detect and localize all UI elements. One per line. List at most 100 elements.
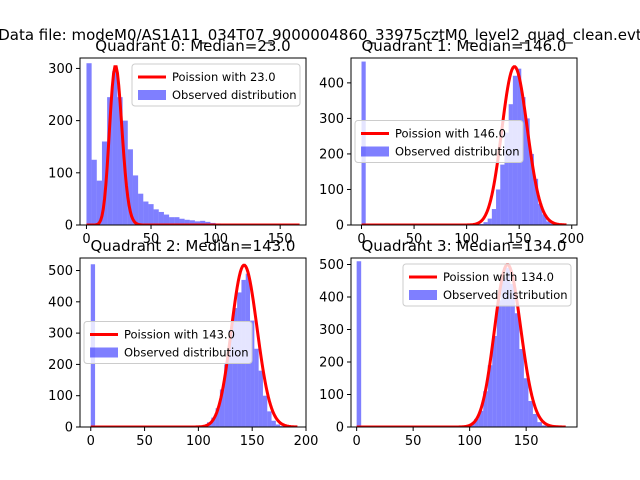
histogram-bar: [521, 97, 526, 225]
panel-title: Quadrant 0: Median=23.0: [95, 37, 290, 55]
x-tick-label: 0: [353, 434, 361, 449]
histogram-bar: [496, 300, 502, 427]
y-tick-label: 300: [319, 323, 344, 338]
legend: Poission with 134.0 Observed distribution: [402, 263, 572, 307]
poisson-curve: [86, 65, 300, 225]
histogram-bar: [262, 395, 268, 427]
histogram-bar: [158, 211, 164, 225]
panel-quadrant-3: 0 50 100 150 0 100 200 300 400 500 Quadrant 3: Med…: [319, 237, 578, 449]
y-tick-label: 500: [48, 264, 73, 279]
y-tick-label: 200: [319, 147, 344, 162]
histogram-bar: [525, 118, 530, 225]
x-tick-label: 50: [136, 434, 153, 449]
y-tick-label: 0: [65, 219, 73, 234]
histogram-bar: [258, 370, 263, 427]
histogram-bar: [474, 418, 479, 427]
y-tick-label: 0: [336, 219, 344, 234]
histogram-bar: [200, 220, 206, 225]
x-tick-label: 50: [406, 232, 423, 247]
histogram-bar: [86, 63, 92, 225]
x-tick-label: 150: [514, 434, 539, 449]
x-tick-label: 150: [507, 232, 532, 247]
histogram-bar: [523, 378, 529, 427]
y-tick-label: 400: [319, 291, 344, 306]
y-tick-label: 400: [48, 295, 73, 310]
histogram-bar: [500, 164, 505, 225]
axes-frame: [350, 257, 578, 428]
histogram-bar: [533, 178, 539, 225]
x-tick-label: 0: [357, 232, 365, 247]
legend: Poission with 146.0 Observed distribution: [354, 120, 524, 163]
x-tick-label: 100: [454, 232, 479, 247]
legend: Poission with 23.0 Observed distribution: [131, 63, 301, 107]
histogram-bar: [492, 336, 497, 427]
histogram-bar: [505, 267, 511, 427]
legend-box: [402, 263, 572, 307]
panel-title: Quadrant 2: Median=143.0: [91, 237, 296, 255]
legend-poisson-label: Poission with 146.0: [395, 127, 506, 141]
x-tick-label: 50: [143, 232, 160, 247]
y-tick-label: 100: [48, 389, 73, 404]
x-tick-label: 200: [294, 434, 319, 449]
y-tick-label: 200: [48, 114, 73, 129]
legend-observed-label: Observed distribution: [124, 346, 249, 360]
legend-box: [83, 321, 253, 364]
axes-frame: [79, 257, 307, 428]
histogram-bar: [275, 424, 281, 427]
histogram-bar: [174, 217, 180, 225]
x-tick-label: 100: [457, 434, 482, 449]
histogram-bar: [479, 223, 484, 225]
histogram-bar: [546, 221, 551, 225]
histogram-bar: [519, 349, 524, 427]
y-tick-label: 100: [319, 183, 344, 198]
panels: 0 50 100 150 0 100 200 300 Quadrant 0: Median=23…: [48, 37, 584, 449]
histogram-bar: [508, 104, 513, 225]
x-tick-label: 100: [203, 232, 228, 247]
legend-observed-label: Observed distribution: [395, 145, 520, 159]
legend-poisson-label: Poission with 23.0: [172, 70, 276, 84]
figure-title: Data file: modeM0/AS1A11_034T07_90000048…: [0, 26, 640, 45]
y-tick-label: 0: [65, 421, 73, 436]
histogram-bar: [356, 261, 362, 427]
histogram-bar: [224, 364, 229, 427]
histogram-bar: [267, 411, 272, 427]
panel-quadrant-0: 0 50 100 150 0 100 200 300 Quadrant 0: Median=23…: [48, 37, 307, 247]
histogram-bars: [86, 63, 252, 225]
histogram-bar: [532, 414, 538, 427]
histogram-bar: [219, 389, 225, 427]
histogram-bar: [496, 189, 501, 225]
histogram-bar: [96, 180, 102, 225]
histogram-bar: [112, 71, 118, 225]
histogram-bar: [538, 203, 543, 225]
legend-observed-swatch: [138, 90, 166, 100]
histogram-bar: [542, 214, 547, 225]
histogram-bar: [514, 313, 520, 427]
axes-frame: [79, 57, 307, 226]
histogram-bar: [215, 408, 220, 427]
panel-title: Quadrant 3: Median=134.0: [362, 237, 567, 255]
x-tick-label: 0: [82, 232, 90, 247]
legend-observed-label: Observed distribution: [443, 288, 568, 302]
histogram-bar: [153, 209, 159, 225]
histogram-bar: [510, 284, 515, 427]
histogram-bar: [143, 201, 149, 225]
y-tick-label: 200: [48, 358, 73, 373]
histogram-bar: [179, 218, 185, 225]
legend-observed-label: Observed distribution: [172, 88, 297, 102]
histogram-bar: [483, 222, 488, 225]
histogram-bar: [228, 329, 233, 427]
histogram-bar: [91, 159, 97, 225]
histogram-bar: [501, 277, 506, 427]
legend-observed-swatch: [90, 347, 118, 358]
histogram-bar: [148, 204, 154, 225]
histogram-bar: [541, 425, 547, 427]
panel-title: Quadrant 1: Median=146.0: [362, 37, 567, 55]
histogram-bar: [250, 320, 255, 427]
x-tick-label: 200: [559, 232, 584, 247]
histogram-bar: [529, 153, 534, 225]
y-tick-label: 300: [48, 327, 73, 342]
histogram-bar: [211, 417, 216, 427]
y-tick-label: 100: [48, 166, 73, 181]
histogram-bar: [487, 218, 492, 225]
